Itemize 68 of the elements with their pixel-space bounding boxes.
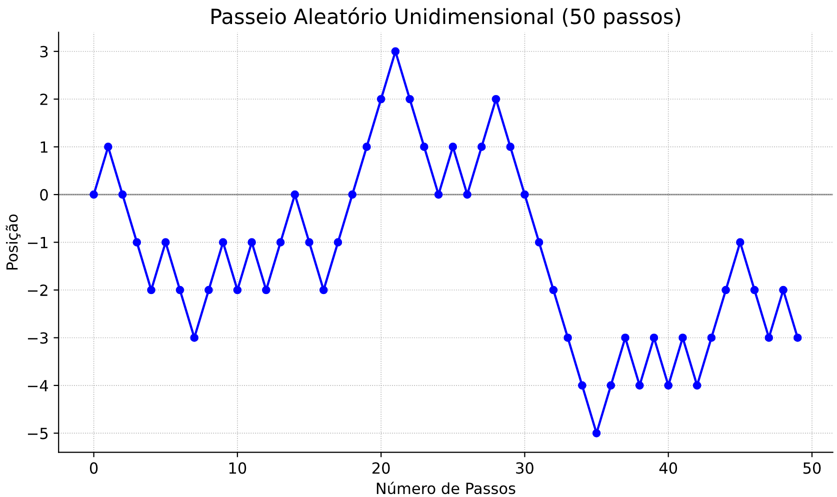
point <box>90 190 98 199</box>
point <box>290 190 300 199</box>
point <box>305 238 314 246</box>
point <box>736 238 744 246</box>
point <box>606 381 616 390</box>
point <box>233 286 242 294</box>
point <box>592 429 601 438</box>
y-tick-label: 2 <box>40 94 48 105</box>
point <box>692 381 702 390</box>
point <box>147 286 156 294</box>
point <box>448 142 458 152</box>
x-tick-label: 0 <box>90 462 98 474</box>
y-tick-label: −3 <box>28 332 48 344</box>
point <box>621 334 630 342</box>
point <box>190 334 198 342</box>
x-tick-label: 50 <box>803 462 821 474</box>
point <box>506 142 515 152</box>
point <box>477 142 486 152</box>
x-tick-label: 40 <box>659 462 678 474</box>
point <box>362 142 371 152</box>
point <box>764 334 774 342</box>
point <box>707 334 716 342</box>
y-tick-label: 1 <box>40 142 48 153</box>
point <box>750 286 759 294</box>
point <box>104 142 112 152</box>
point <box>578 381 586 390</box>
point <box>161 238 170 246</box>
point <box>722 286 730 294</box>
point <box>262 286 270 294</box>
point <box>218 238 228 246</box>
point <box>118 190 127 199</box>
x-tick-label: 30 <box>516 462 534 474</box>
point <box>564 334 572 342</box>
point <box>678 334 687 342</box>
point <box>376 94 386 104</box>
point <box>420 142 428 152</box>
point <box>793 334 802 342</box>
y-tick-label: 3 <box>40 46 48 58</box>
chart-title: Passeio Aleatório Unidimensional (50 passos) <box>212 7 680 28</box>
point <box>204 286 213 294</box>
point <box>248 238 256 246</box>
point <box>520 190 529 199</box>
point <box>549 286 558 294</box>
point <box>334 238 342 246</box>
point <box>434 190 443 199</box>
point <box>406 94 414 104</box>
point <box>276 238 285 246</box>
point <box>664 381 673 390</box>
point <box>132 238 142 246</box>
y-tick-label: −4 <box>28 380 48 392</box>
point <box>534 238 544 246</box>
y-tick-label: −2 <box>28 284 48 296</box>
point <box>391 47 400 56</box>
y-axis-title: Posição <box>6 214 21 270</box>
x-axis-title: Número de Passos <box>376 482 516 494</box>
x-tick-label: 20 <box>372 462 390 474</box>
point <box>635 381 644 390</box>
point <box>176 286 184 294</box>
point <box>463 190 472 199</box>
point <box>779 286 788 294</box>
x-tick-label: 10 <box>229 462 246 474</box>
point <box>319 286 328 294</box>
y-tick-label: −5 <box>28 428 48 440</box>
y-tick-label: 0 <box>40 189 48 201</box>
y-tick-label: −1 <box>28 236 48 248</box>
point <box>348 190 357 199</box>
point <box>650 334 658 342</box>
point <box>492 94 500 104</box>
